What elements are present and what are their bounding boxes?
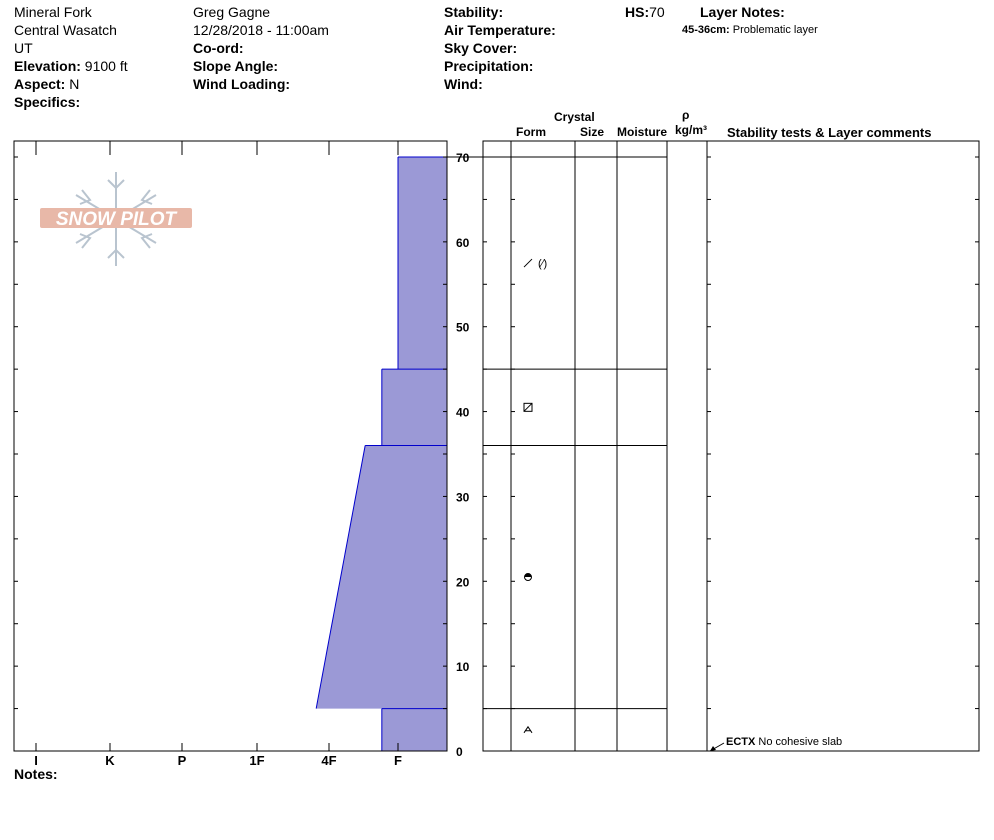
- height-label-70: 70: [456, 151, 470, 165]
- notes-label: Notes:: [14, 766, 58, 782]
- hardness-label-K: K: [105, 753, 115, 768]
- height-label-0: 0: [456, 745, 463, 759]
- height-label-10: 10: [456, 660, 470, 674]
- hardness-label-4F: 4F: [321, 753, 336, 768]
- slash-mark: [523, 258, 533, 268]
- hardness-label-P: P: [178, 753, 187, 768]
- comments-header: Stability tests & Layer comments: [727, 125, 932, 140]
- aspect-value: N: [69, 76, 80, 92]
- height-label-20: 20: [456, 575, 470, 589]
- precipitation-label: Precipitation:: [444, 58, 534, 74]
- layer-notes-label: Layer Notes:: [700, 4, 785, 20]
- hardness-label-1F: 1F: [249, 753, 264, 768]
- specifics-label: Specifics:: [14, 94, 81, 110]
- observer: Greg Gagne: [193, 4, 271, 20]
- density-symbol: ρ: [682, 108, 690, 122]
- box-mark: [523, 402, 533, 412]
- hardness-label-F: F: [394, 753, 402, 768]
- box-slash-mark: [523, 402, 533, 412]
- moisture-header: Moisture: [617, 125, 668, 139]
- hardness-layer-1: [381, 369, 447, 446]
- state: UT: [14, 40, 33, 56]
- stability-test-code: ECTX: [726, 736, 756, 748]
- slash-paren-icon: (∕): [523, 258, 547, 270]
- hs-label: HS:: [625, 4, 650, 20]
- size-header: Size: [580, 125, 605, 139]
- logo-text: SNOW PILOT: [56, 209, 178, 230]
- datetime: 12/28/2018 - 11:00am: [193, 22, 329, 38]
- wind-loading-label: Wind Loading:: [193, 76, 291, 92]
- box-slash-icon: [523, 402, 533, 412]
- height-label-50: 50: [456, 321, 470, 335]
- layer-note-text: Problematic layer: [732, 24, 818, 36]
- height-label-40: 40: [456, 406, 470, 420]
- height-label-60: 60: [456, 236, 470, 250]
- stability-test-comment: No cohesive slab: [758, 736, 843, 748]
- layer-note: 45-36cm: Problematic layer: [682, 24, 818, 36]
- paren-mark: (∕): [538, 258, 547, 270]
- sky-cover-label: Sky Cover:: [444, 40, 518, 56]
- hs: HS:70: [625, 4, 665, 20]
- hardness-layer-2: [316, 445, 447, 709]
- location: Mineral Fork: [14, 4, 92, 20]
- stability-label: Stability:: [444, 4, 504, 20]
- snowflake-icon: SNOW PILOT: [40, 172, 192, 266]
- coord-label: Co-ord:: [193, 40, 244, 56]
- wind-label: Wind:: [444, 76, 483, 92]
- crystal-header: Crystal: [554, 110, 595, 124]
- layer-edge-2: [315, 445, 366, 709]
- aspect: Aspect: N: [14, 76, 79, 92]
- elevation-value: 9100 ft: [84, 58, 128, 74]
- layer-note-range: 45-36cm:: [682, 24, 730, 36]
- density-unit: kg/m³: [675, 123, 708, 137]
- caret-a-icon: [523, 725, 533, 734]
- slope-angle-label: Slope Angle:: [193, 58, 279, 74]
- hardness-layer-0: [398, 157, 447, 370]
- caret-mark: [523, 725, 533, 734]
- form-header: Form: [516, 125, 546, 139]
- hardness-label-I: I: [34, 753, 38, 768]
- hs-value: 70: [649, 4, 665, 20]
- stability-test: ECTX No cohesive slab: [726, 736, 842, 748]
- hardness-layer-3: [381, 708, 447, 751]
- air-temperature-label: Air Temperature:: [444, 22, 556, 38]
- arrow-head: [710, 746, 716, 751]
- snowpilot-logo: SNOW PILOT: [38, 170, 194, 270]
- half-disc-icon: [524, 573, 532, 582]
- range: Central Wasatch: [14, 22, 117, 38]
- height-label-30: 30: [456, 490, 470, 504]
- elevation: Elevation: 9100 ft: [14, 58, 128, 74]
- elevation-label: Elevation:: [14, 58, 81, 74]
- aspect-label: Aspect:: [14, 76, 66, 92]
- disc-fill: [524, 573, 532, 578]
- hardness-plot-frame: [13, 140, 448, 752]
